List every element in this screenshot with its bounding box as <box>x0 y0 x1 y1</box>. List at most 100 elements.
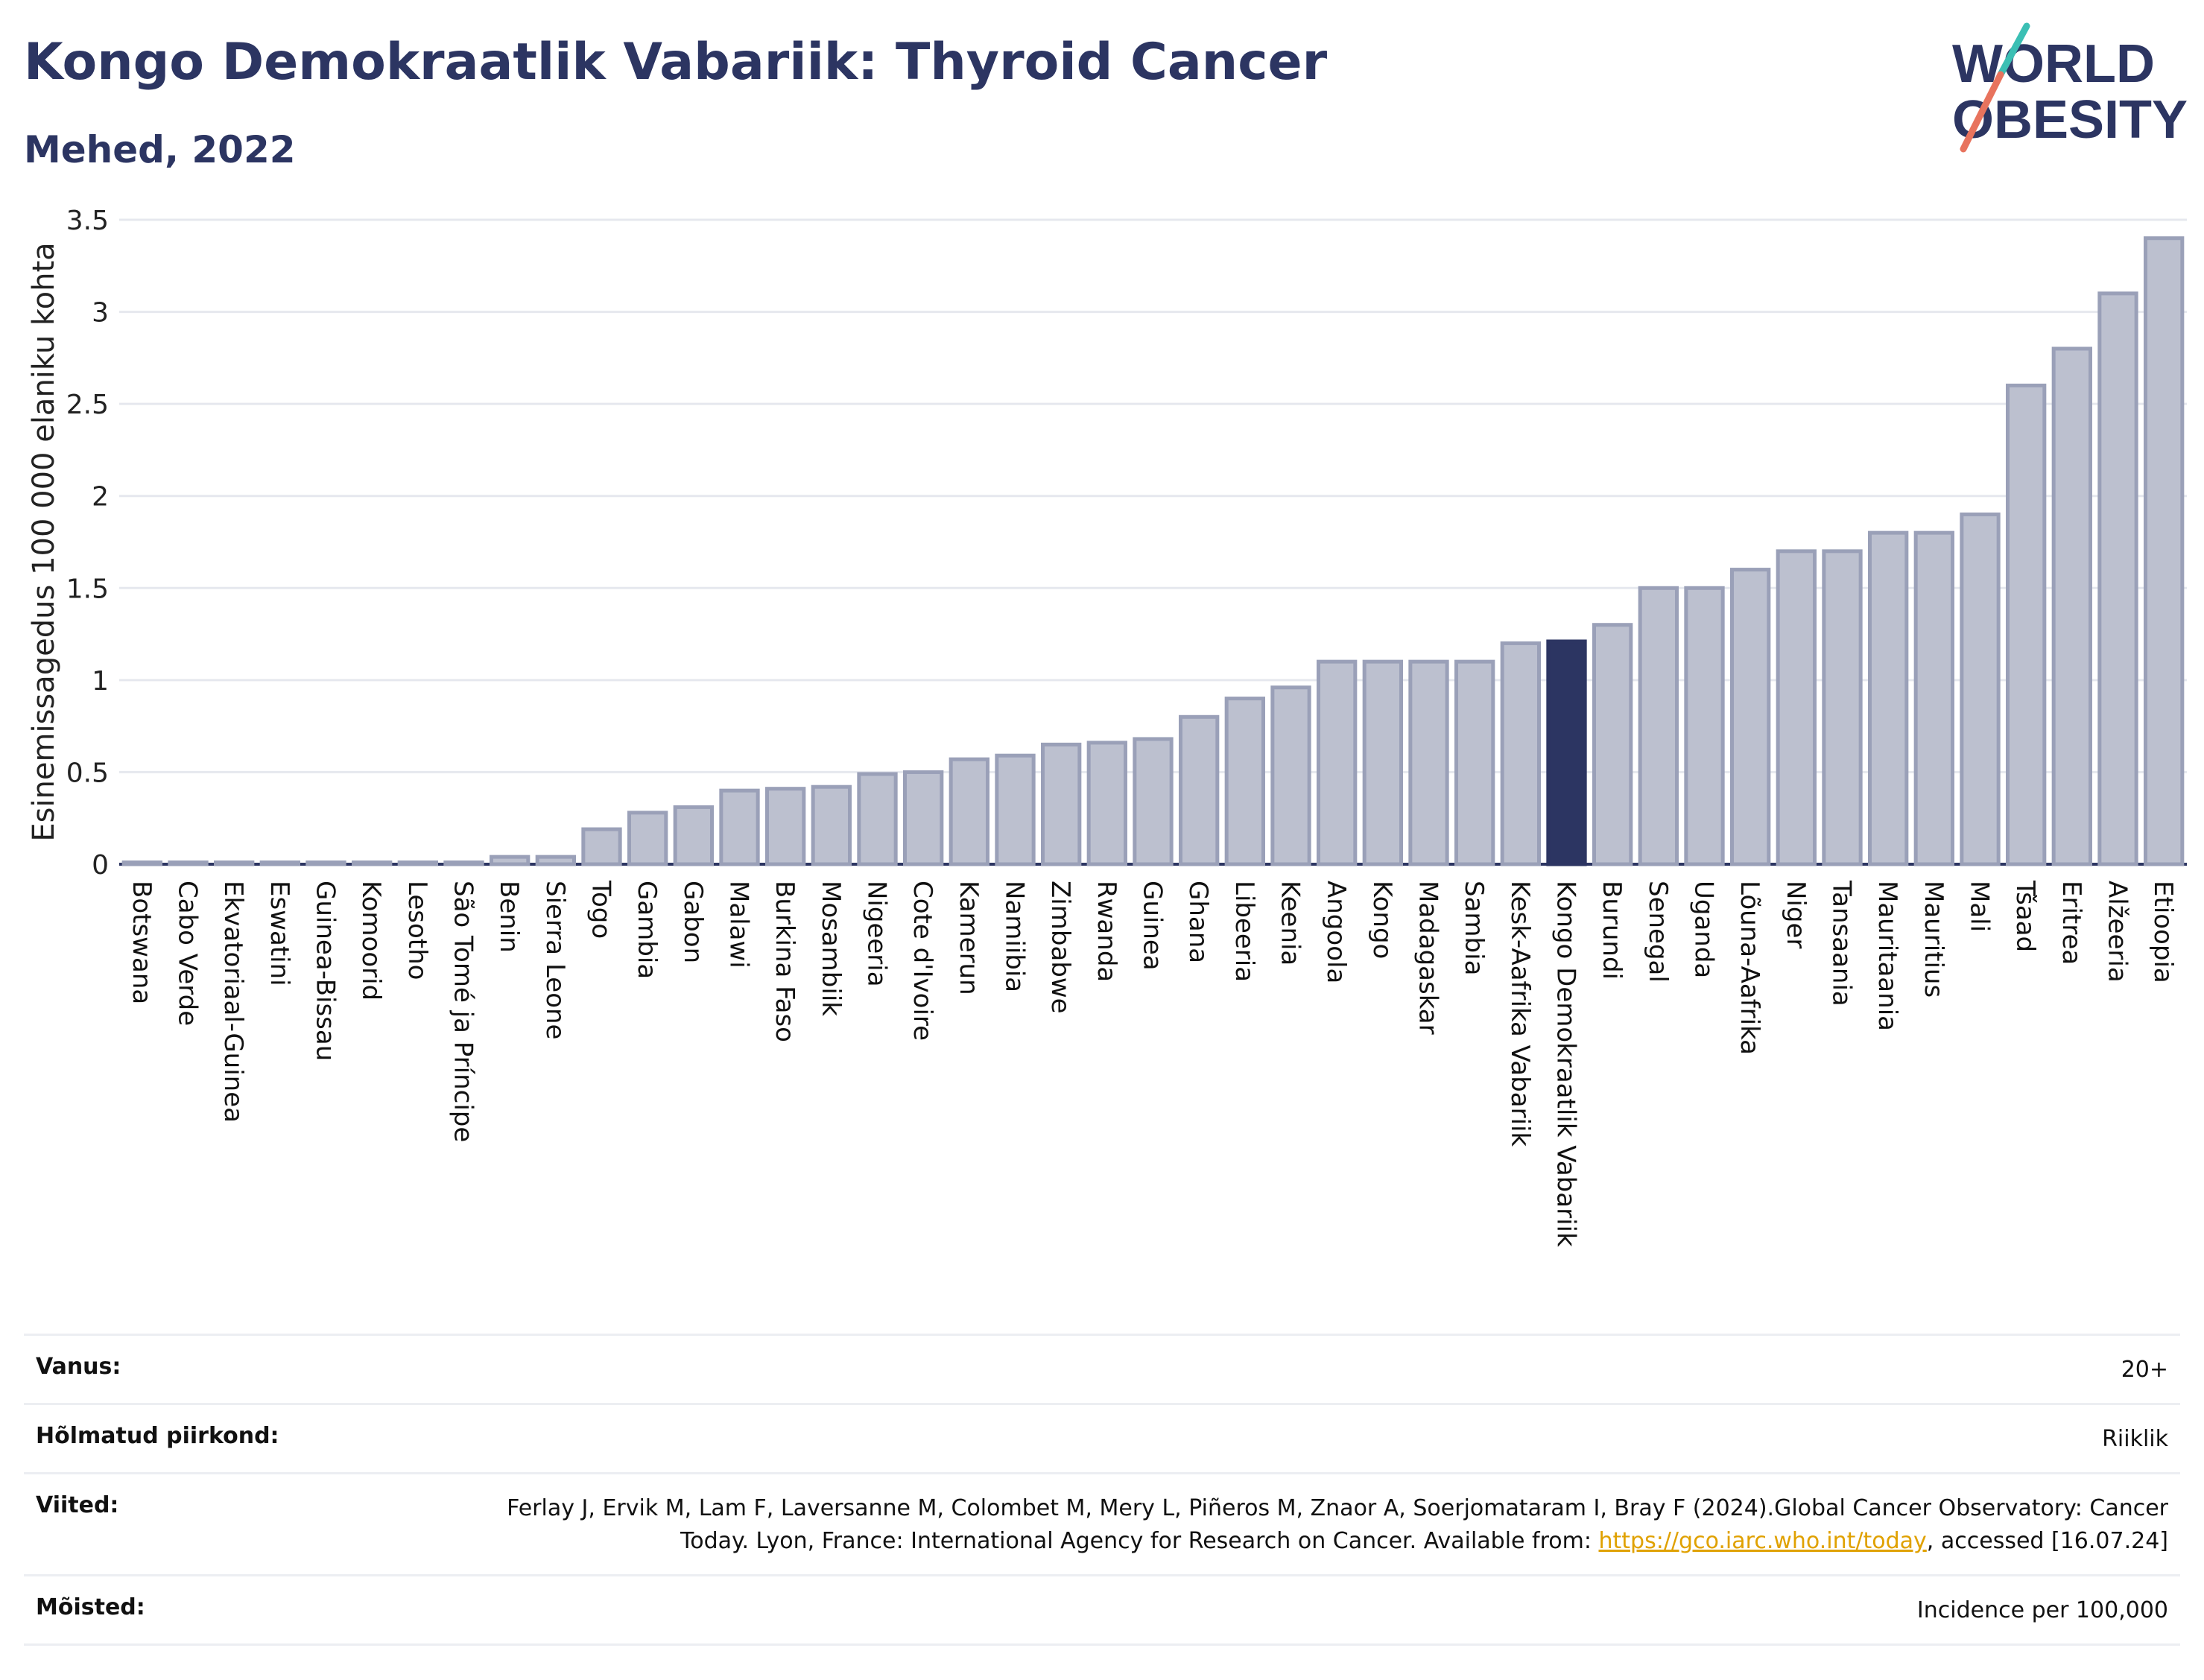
bar <box>1362 659 1403 866</box>
bar <box>443 860 484 866</box>
bar <box>214 860 255 866</box>
logo-line1: WORLD <box>1952 34 2155 94</box>
bar <box>1408 659 1449 866</box>
bar <box>2144 236 2185 866</box>
x-tick-label: Burundi <box>1597 881 1627 980</box>
bar <box>1270 685 1311 866</box>
bar <box>1960 512 2001 866</box>
x-tick-label: Libeeria <box>1229 881 1259 982</box>
logo-slash-teal <box>1997 22 2030 78</box>
x-tick-label: Alžeeria <box>2103 881 2132 983</box>
bar <box>397 860 439 866</box>
x-tick-label: Gabon <box>678 881 708 963</box>
info-value: 20+ <box>2121 1357 2168 1383</box>
x-tick-label: Guinea-Bissau <box>311 881 341 1061</box>
bar <box>1868 530 1909 866</box>
info-row-references: Viited: Ferlay J, Ervik M, Lam F, Lavers… <box>24 1472 2180 1574</box>
info-value: Riiklik <box>2102 1426 2168 1452</box>
info-key: Hõlmatud piirkond: <box>36 1423 279 1449</box>
chart-title: Kongo Demokraatlik Vabariik: Thyroid Can… <box>24 33 1328 92</box>
bar <box>1592 623 1633 866</box>
bar <box>903 770 944 866</box>
info-key: Vanus: <box>36 1354 121 1380</box>
bar <box>1913 530 1955 866</box>
y-tick-label: 0 <box>92 850 109 881</box>
bar <box>1179 714 1220 866</box>
bar <box>1730 568 1771 866</box>
x-tick-label: Niger <box>1781 881 1811 948</box>
x-tick-label: Togo <box>586 880 616 939</box>
x-tick-label: Gambia <box>632 881 662 979</box>
reference-text: Ferlay J, Ervik M, Lam F, Laversanne M, … <box>507 1495 2168 1554</box>
reference-link[interactable]: https://gco.iarc.who.int/today <box>1598 1528 1927 1554</box>
x-tick-label: Mali <box>1965 881 1995 932</box>
x-tick-label: Mauritaania <box>1872 881 1902 1031</box>
x-tick-label: Malawi <box>724 881 754 969</box>
info-row-age: Vanus: 20+ <box>24 1334 2180 1403</box>
x-tick-label: Kesk-Aafrika Vabariik <box>1505 881 1535 1147</box>
bar <box>1500 641 1541 866</box>
bar <box>2006 383 2047 866</box>
x-tick-label: Uganda <box>1689 881 1719 978</box>
y-tick-label: 0.5 <box>66 758 109 788</box>
logo-slash-coral <box>1960 71 2004 153</box>
info-key: Viited: <box>36 1492 119 1518</box>
y-tick-label: 1 <box>92 666 109 697</box>
x-tick-label: Mosambiik <box>816 881 846 1016</box>
bar <box>627 811 668 866</box>
bar <box>168 860 209 866</box>
x-tick-label: Etioopia <box>2148 881 2178 983</box>
x-tick-label: Nigeeria <box>862 881 892 987</box>
bar <box>1041 742 1082 866</box>
x-tick-label: Keenia <box>1276 881 1305 966</box>
bar <box>1224 697 1265 866</box>
bar <box>1317 659 1358 866</box>
x-tick-label: Tansaania <box>1827 880 1857 1007</box>
bar <box>995 753 1036 866</box>
chart-subtitle: Mehed, 2022 <box>24 128 296 171</box>
x-tick-label: Ekvatoriaal-Guinea <box>218 881 248 1123</box>
bar <box>259 860 300 866</box>
bar <box>1822 549 1863 866</box>
x-tick-label: São Tomé ja Príncipe <box>449 881 478 1142</box>
x-tick-label: Eswatini <box>265 881 294 986</box>
bar <box>490 855 531 866</box>
x-tick-label: Botswana <box>127 881 156 1004</box>
x-tick-label: Cote d'Ivoire <box>908 881 937 1041</box>
y-tick-label: 2.5 <box>66 390 109 420</box>
bar <box>857 772 898 866</box>
y-axis-label: Esinemissagedus 100 000 elaniku kohta <box>27 242 61 841</box>
bar <box>2097 291 2138 866</box>
x-tick-label: Sambia <box>1459 881 1489 975</box>
bar <box>352 860 393 866</box>
x-tick-label: Namiibia <box>1000 881 1030 992</box>
bar <box>535 855 577 866</box>
x-tick-label: Kongo Demokraatlik Vabariik <box>1551 881 1581 1247</box>
x-tick-label: Tšaad <box>2010 880 2040 952</box>
reference-accessed: , accessed [16.07.24] <box>1926 1528 2168 1554</box>
x-tick-label: Komoorid <box>356 881 386 1001</box>
x-tick-label: Mauritius <box>1919 881 1948 998</box>
y-tick-label: 2 <box>92 482 109 513</box>
x-tick-label: Ghana <box>1183 881 1213 963</box>
y-tick-label: 1.5 <box>66 574 109 604</box>
bar <box>1684 586 1725 866</box>
x-tick-label: Guinea <box>1138 881 1168 971</box>
x-tick-label: Rwanda <box>1092 881 1121 982</box>
y-tick-label: 3.5 <box>66 206 109 236</box>
x-tick-label: Lesotho <box>402 881 432 980</box>
bar <box>765 787 806 866</box>
info-value: Ferlay J, Ervik M, Lam F, Laversanne M, … <box>455 1492 2168 1558</box>
x-tick-label: Madagaskar <box>1413 881 1443 1035</box>
x-tick-label: Senegal <box>1643 881 1673 983</box>
x-tick-label: Kamerun <box>954 881 984 995</box>
bar <box>2051 346 2093 866</box>
x-tick-label: Eritrea <box>2056 881 2086 965</box>
info-row-coverage: Hõlmatud piirkond: Riiklik <box>24 1403 2180 1472</box>
bar <box>1133 737 1174 866</box>
bar <box>1776 549 1817 866</box>
bar <box>1454 659 1495 866</box>
x-tick-label: Angoola <box>1321 881 1351 983</box>
bar <box>673 805 715 866</box>
info-key: Mõisted: <box>36 1594 145 1620</box>
